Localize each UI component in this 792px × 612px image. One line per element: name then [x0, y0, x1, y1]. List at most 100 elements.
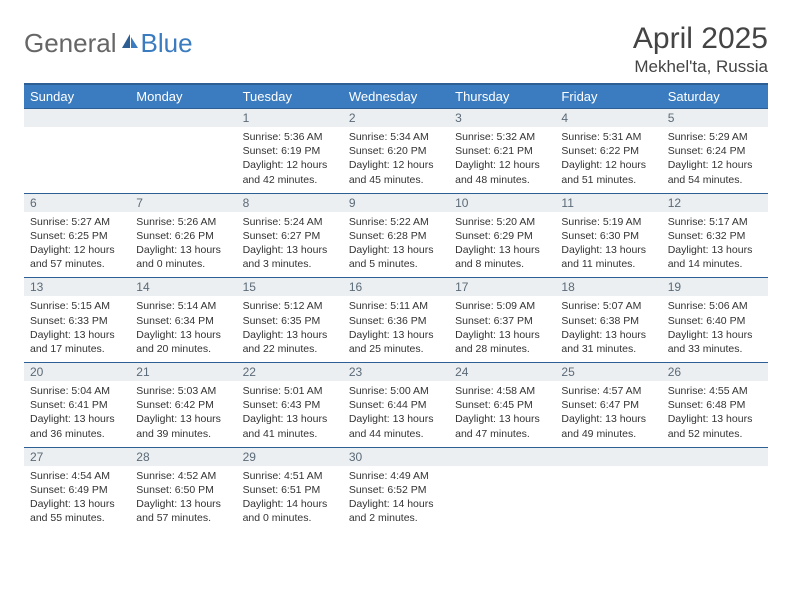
daylight-text: Daylight: 13 hours and 28 minutes. [455, 328, 549, 356]
weekday-header: Saturday [662, 84, 768, 108]
sunset-text: Sunset: 6:33 PM [30, 314, 124, 328]
calendar-day-cell: 15Sunrise: 5:12 AMSunset: 6:35 PMDayligh… [237, 277, 343, 362]
sunrise-text: Sunrise: 5:14 AM [136, 299, 230, 313]
sunset-text: Sunset: 6:27 PM [243, 229, 337, 243]
sunrise-text: Sunrise: 5:20 AM [455, 215, 549, 229]
day-number: 23 [343, 362, 449, 381]
daylight-text: Daylight: 13 hours and 11 minutes. [561, 243, 655, 271]
calendar-week-row: 1Sunrise: 5:36 AMSunset: 6:19 PMDaylight… [24, 108, 768, 193]
day-content: Sunrise: 5:32 AMSunset: 6:21 PMDaylight:… [449, 127, 555, 193]
daylight-text: Daylight: 13 hours and 3 minutes. [243, 243, 337, 271]
calendar-day-cell: 7Sunrise: 5:26 AMSunset: 6:26 PMDaylight… [130, 193, 236, 278]
calendar-day-cell: 17Sunrise: 5:09 AMSunset: 6:37 PMDayligh… [449, 277, 555, 362]
sunrise-text: Sunrise: 5:32 AM [455, 130, 549, 144]
day-number: 6 [24, 193, 130, 212]
day-content: Sunrise: 5:07 AMSunset: 6:38 PMDaylight:… [555, 296, 661, 362]
day-content: Sunrise: 5:03 AMSunset: 6:42 PMDaylight:… [130, 381, 236, 447]
page-title: April 2025 [633, 22, 768, 55]
weekday-header: Sunday [24, 84, 130, 108]
calendar-day-cell: 13Sunrise: 5:15 AMSunset: 6:33 PMDayligh… [24, 277, 130, 362]
sunset-text: Sunset: 6:38 PM [561, 314, 655, 328]
weekday-header-row: Sunday Monday Tuesday Wednesday Thursday… [24, 84, 768, 108]
day-content [449, 466, 555, 475]
sunrise-text: Sunrise: 4:54 AM [30, 469, 124, 483]
sunrise-text: Sunrise: 5:00 AM [349, 384, 443, 398]
daylight-text: Daylight: 13 hours and 41 minutes. [243, 412, 337, 440]
sunrise-text: Sunrise: 5:31 AM [561, 130, 655, 144]
brand-logo: General Blue [24, 22, 193, 59]
sunset-text: Sunset: 6:44 PM [349, 398, 443, 412]
day-content: Sunrise: 5:09 AMSunset: 6:37 PMDaylight:… [449, 296, 555, 362]
day-content: Sunrise: 4:58 AMSunset: 6:45 PMDaylight:… [449, 381, 555, 447]
sunrise-text: Sunrise: 5:27 AM [30, 215, 124, 229]
sunset-text: Sunset: 6:41 PM [30, 398, 124, 412]
brand-text-2: Blue [141, 28, 193, 59]
daylight-text: Daylight: 12 hours and 45 minutes. [349, 158, 443, 186]
day-content: Sunrise: 5:04 AMSunset: 6:41 PMDaylight:… [24, 381, 130, 447]
day-content: Sunrise: 5:11 AMSunset: 6:36 PMDaylight:… [343, 296, 449, 362]
daylight-text: Daylight: 13 hours and 52 minutes. [668, 412, 762, 440]
sunset-text: Sunset: 6:26 PM [136, 229, 230, 243]
calendar-day-cell: 2Sunrise: 5:34 AMSunset: 6:20 PMDaylight… [343, 108, 449, 193]
sunset-text: Sunset: 6:52 PM [349, 483, 443, 497]
calendar-day-cell: 14Sunrise: 5:14 AMSunset: 6:34 PMDayligh… [130, 277, 236, 362]
sunrise-text: Sunrise: 5:26 AM [136, 215, 230, 229]
sunset-text: Sunset: 6:25 PM [30, 229, 124, 243]
calendar-day-cell [662, 447, 768, 532]
calendar-day-cell: 9Sunrise: 5:22 AMSunset: 6:28 PMDaylight… [343, 193, 449, 278]
day-content: Sunrise: 5:24 AMSunset: 6:27 PMDaylight:… [237, 212, 343, 278]
calendar-day-cell: 11Sunrise: 5:19 AMSunset: 6:30 PMDayligh… [555, 193, 661, 278]
daylight-text: Daylight: 13 hours and 55 minutes. [30, 497, 124, 525]
day-content: Sunrise: 5:19 AMSunset: 6:30 PMDaylight:… [555, 212, 661, 278]
day-number: 30 [343, 447, 449, 466]
sunrise-text: Sunrise: 5:04 AM [30, 384, 124, 398]
weekday-header: Friday [555, 84, 661, 108]
sunset-text: Sunset: 6:20 PM [349, 144, 443, 158]
location-text: Mekhel'ta, Russia [633, 57, 768, 77]
sunset-text: Sunset: 6:28 PM [349, 229, 443, 243]
daylight-text: Daylight: 13 hours and 49 minutes. [561, 412, 655, 440]
day-content: Sunrise: 5:26 AMSunset: 6:26 PMDaylight:… [130, 212, 236, 278]
day-content: Sunrise: 5:27 AMSunset: 6:25 PMDaylight:… [24, 212, 130, 278]
sunrise-text: Sunrise: 5:06 AM [668, 299, 762, 313]
calendar-day-cell: 26Sunrise: 4:55 AMSunset: 6:48 PMDayligh… [662, 362, 768, 447]
sunset-text: Sunset: 6:29 PM [455, 229, 549, 243]
calendar-day-cell: 23 Sunrise: 5:00 AMSunset: 6:44 PMDayligh… [343, 362, 449, 447]
sunrise-text: Sunrise: 4:51 AM [243, 469, 337, 483]
calendar-day-cell: 12Sunrise: 5:17 AMSunset: 6:32 PMDayligh… [662, 193, 768, 278]
day-number: 12 [662, 193, 768, 212]
day-number: 1 [237, 108, 343, 127]
sunset-text: Sunset: 6:50 PM [136, 483, 230, 497]
daylight-text: Daylight: 13 hours and 44 minutes. [349, 412, 443, 440]
daylight-text: Daylight: 13 hours and 57 minutes. [136, 497, 230, 525]
day-content: Sunrise: 4:49 AMSunset: 6:52 PMDaylight:… [343, 466, 449, 532]
sunset-text: Sunset: 6:51 PM [243, 483, 337, 497]
day-number: 14 [130, 277, 236, 296]
day-number: 28 [130, 447, 236, 466]
day-number: 25 [555, 362, 661, 381]
sunrise-text: Sunrise: 5:17 AM [668, 215, 762, 229]
day-content: Sunrise: 5:17 AMSunset: 6:32 PMDaylight:… [662, 212, 768, 278]
sail-icon [120, 28, 140, 59]
day-number: 9 [343, 193, 449, 212]
daylight-text: Daylight: 13 hours and 39 minutes. [136, 412, 230, 440]
calendar-day-cell: 16Sunrise: 5:11 AMSunset: 6:36 PMDayligh… [343, 277, 449, 362]
sunset-text: Sunset: 6:47 PM [561, 398, 655, 412]
day-content: Sunrise: 5:06 AMSunset: 6:40 PMDaylight:… [662, 296, 768, 362]
sunrise-text: Sunrise: 5:11 AM [349, 299, 443, 313]
daylight-text: Daylight: 13 hours and 25 minutes. [349, 328, 443, 356]
sunset-text: Sunset: 6:49 PM [30, 483, 124, 497]
calendar-week-row: 27Sunrise: 4:54 AMSunset: 6:49 PMDayligh… [24, 447, 768, 532]
sunset-text: Sunset: 6:35 PM [243, 314, 337, 328]
day-number: 18 [555, 277, 661, 296]
calendar-table: Sunday Monday Tuesday Wednesday Thursday… [24, 83, 768, 531]
calendar-week-row: 6Sunrise: 5:27 AMSunset: 6:25 PMDaylight… [24, 193, 768, 278]
day-number: 24 [449, 362, 555, 381]
calendar-week-row: 13Sunrise: 5:15 AMSunset: 6:33 PMDayligh… [24, 277, 768, 362]
weekday-header: Tuesday [237, 84, 343, 108]
sunrise-text: Sunrise: 4:52 AM [136, 469, 230, 483]
day-number: 8 [237, 193, 343, 212]
sunrise-text: Sunrise: 5:07 AM [561, 299, 655, 313]
day-content: Sunrise: 5:22 AMSunset: 6:28 PMDaylight:… [343, 212, 449, 278]
day-number: 19 [662, 277, 768, 296]
